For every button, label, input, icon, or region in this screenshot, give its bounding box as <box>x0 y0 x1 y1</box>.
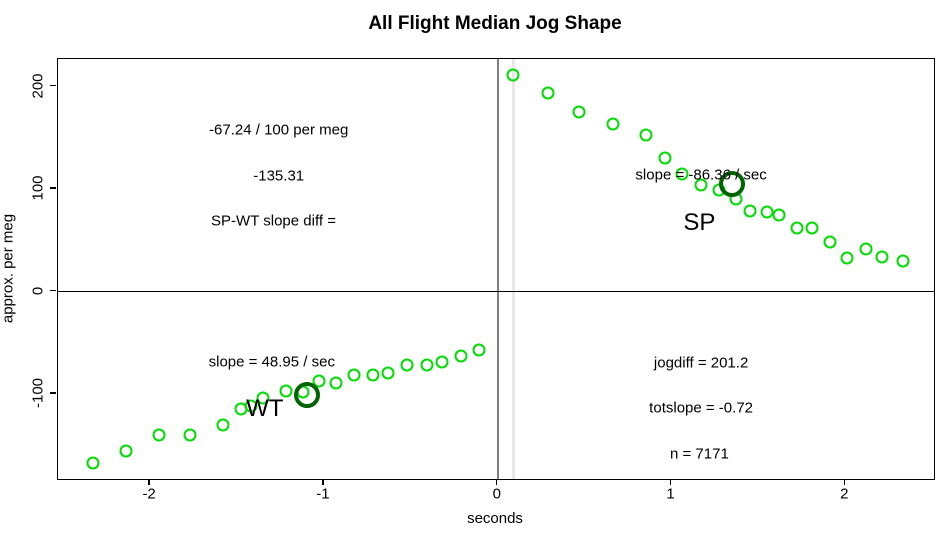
data-point-SP <box>840 251 854 265</box>
data-point-WT <box>400 358 414 372</box>
annotation--67-24-100-per-meg: -67.24 / 100 per meg <box>209 121 349 139</box>
y-axis-label: approx. per meg <box>0 213 17 324</box>
x-tick-mark <box>322 479 324 485</box>
annotation-sp: SP <box>683 208 716 236</box>
vertical-reference-line <box>511 59 515 479</box>
x-tick-mark <box>148 479 150 485</box>
data-point-WT <box>279 384 293 398</box>
data-point-SP <box>541 86 555 100</box>
data-point-SP <box>675 167 689 181</box>
x-tick-mark <box>843 479 846 485</box>
x-tick-label: -2 <box>142 485 156 503</box>
data-point-SP <box>772 208 786 222</box>
data-point-WT <box>152 428 166 442</box>
annotation-wt: WT <box>246 395 284 423</box>
data-point-WT <box>86 456 100 470</box>
data-point-WT <box>183 428 197 442</box>
data-point-WT <box>435 355 449 369</box>
y-tick-label: 100 <box>29 175 47 201</box>
data-point-SP <box>639 128 652 142</box>
data-point-WT <box>256 391 270 405</box>
data-point-SP <box>875 250 889 264</box>
data-point-WT <box>244 399 258 413</box>
y-tick-mark <box>50 84 56 87</box>
x-tick-label: -1 <box>316 485 330 503</box>
data-point-WT <box>312 374 326 388</box>
annotation--135-31: -135.31 <box>253 167 305 185</box>
data-point-SP <box>658 151 672 165</box>
data-point-WT-median-marker <box>293 382 320 408</box>
data-point-SP <box>694 178 708 192</box>
annotation-slope-48-95-sec: slope = 48.95 / sec <box>208 353 335 371</box>
x-tick-label: 2 <box>840 485 849 503</box>
data-point-SP <box>805 221 819 235</box>
data-point-WT <box>119 444 133 458</box>
annotation-sp-wt-slope-diff-: SP-WT slope diff = <box>211 212 336 230</box>
data-point-WT <box>366 368 380 381</box>
data-point-SP <box>606 117 619 130</box>
data-point-WT <box>347 368 360 381</box>
annotation-jogdiff-201-2: jogdiff = 201.2 <box>653 354 749 372</box>
annotation-n-7171: n = 7171 <box>669 445 729 463</box>
x-tick-label: 1 <box>666 485 675 503</box>
data-point-SP <box>790 221 804 235</box>
data-point-WT <box>329 376 343 390</box>
annotation-totslope-0-72: totslope = -0.72 <box>649 399 754 417</box>
chart-title: All Flight Median Jog Shape <box>368 13 622 34</box>
y-tick-label: -100 <box>29 377 47 408</box>
x-tick-mark <box>495 479 498 485</box>
x-axis-label: seconds <box>467 510 523 527</box>
data-point-SP <box>823 235 837 249</box>
data-point-SP <box>859 242 873 255</box>
data-point-WT <box>454 349 468 363</box>
x-tick-label: 0 <box>492 485 501 503</box>
x-tick-mark <box>669 479 672 485</box>
data-point-WT <box>420 358 433 372</box>
annotation-slope-86-36-sec: slope = -86.36 / sec <box>635 166 767 184</box>
y-tick-label: 0 <box>29 286 47 295</box>
vertical-reference-line <box>497 59 499 479</box>
data-point-WT <box>216 418 230 432</box>
data-point-SP-median-marker <box>719 171 746 197</box>
y-tick-mark <box>50 289 56 292</box>
data-point-SP <box>506 68 520 82</box>
y-tick-mark <box>50 187 56 189</box>
y-tick-mark <box>50 392 56 394</box>
data-point-WT <box>472 343 486 357</box>
data-point-WT <box>381 366 395 379</box>
data-point-SP <box>760 205 774 219</box>
y-tick-label: 200 <box>29 73 47 99</box>
data-point-SP <box>743 204 757 218</box>
zero-baseline <box>58 290 934 293</box>
plot-area: -67.24 / 100 per meg -135.31 SP-WT slope d… <box>57 58 935 480</box>
data-point-SP <box>896 254 910 268</box>
data-point-SP <box>572 105 586 119</box>
